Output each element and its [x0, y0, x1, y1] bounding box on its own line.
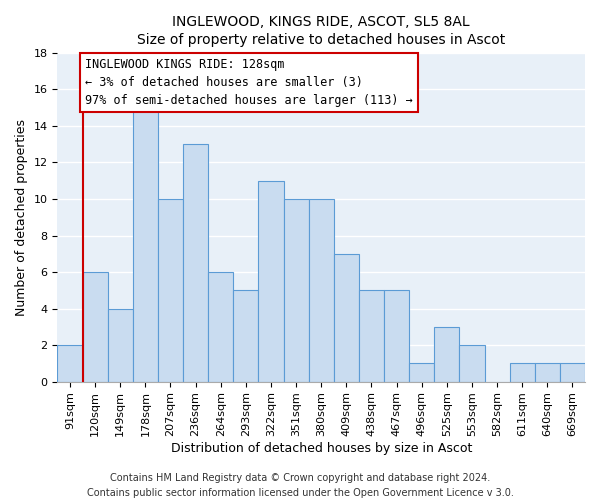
- Bar: [308, 199, 334, 382]
- Bar: [434, 327, 460, 382]
- Text: INGLEWOOD KINGS RIDE: 128sqm
← 3% of detached houses are smaller (3)
97% of semi: INGLEWOOD KINGS RIDE: 128sqm ← 3% of det…: [85, 58, 413, 107]
- Bar: [284, 199, 308, 382]
- Bar: [58, 345, 83, 382]
- Bar: [359, 290, 384, 382]
- Bar: [460, 345, 485, 382]
- Bar: [384, 290, 409, 382]
- Bar: [208, 272, 233, 382]
- Bar: [535, 364, 560, 382]
- Bar: [183, 144, 208, 382]
- Title: INGLEWOOD, KINGS RIDE, ASCOT, SL5 8AL
Size of property relative to detached hous: INGLEWOOD, KINGS RIDE, ASCOT, SL5 8AL Si…: [137, 15, 505, 48]
- Bar: [509, 364, 535, 382]
- Bar: [560, 364, 585, 382]
- Text: Contains HM Land Registry data © Crown copyright and database right 2024.
Contai: Contains HM Land Registry data © Crown c…: [86, 472, 514, 498]
- Y-axis label: Number of detached properties: Number of detached properties: [15, 118, 28, 316]
- Bar: [233, 290, 259, 382]
- Bar: [107, 308, 133, 382]
- X-axis label: Distribution of detached houses by size in Ascot: Distribution of detached houses by size …: [170, 442, 472, 455]
- Bar: [133, 108, 158, 382]
- Bar: [334, 254, 359, 382]
- Bar: [83, 272, 107, 382]
- Bar: [259, 180, 284, 382]
- Bar: [409, 364, 434, 382]
- Bar: [158, 199, 183, 382]
